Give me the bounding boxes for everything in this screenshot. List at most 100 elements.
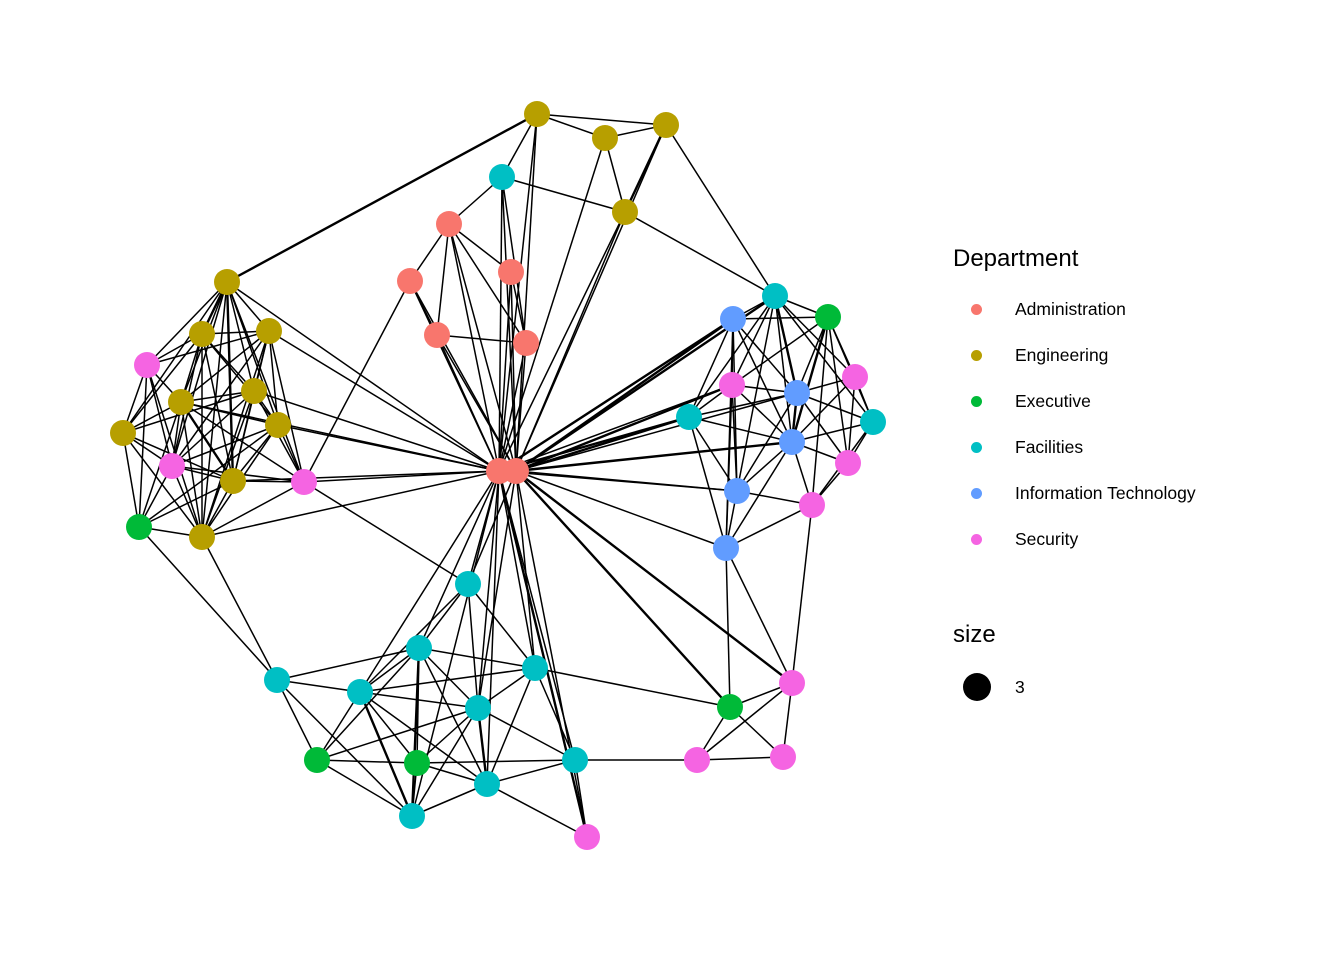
- graph-edge: [201, 481, 305, 538]
- graph-edge: [276, 679, 361, 693]
- graph-node-executive: [126, 514, 152, 540]
- graph-edge: [180, 401, 203, 538]
- graph-edge: [791, 421, 874, 443]
- graph-node-facilities: [455, 571, 481, 597]
- graph-edge: [725, 504, 813, 549]
- graph-edge: [201, 536, 278, 681]
- legend-item-label: Administration: [1015, 298, 1126, 319]
- graph-node-security: [291, 469, 317, 495]
- graph-edge: [303, 470, 500, 483]
- graph-edge: [448, 223, 512, 273]
- graph-node-security: [799, 492, 825, 518]
- graph-edge: [773, 295, 799, 394]
- size-legend-item: 3: [953, 664, 1025, 710]
- graph-edge: [146, 330, 270, 366]
- graph-edge: [477, 470, 500, 709]
- legend-item-label: Facilities: [1015, 436, 1084, 457]
- graph-node-facilities: [562, 747, 588, 773]
- legend-item-facilities: Facilities: [953, 424, 1196, 470]
- legend-item-security: Security: [953, 516, 1196, 562]
- graph-edge: [122, 333, 203, 434]
- graph-edge: [515, 318, 734, 472]
- graph-node-facilities: [762, 283, 788, 309]
- graph-edge: [146, 281, 228, 366]
- graph-edge: [253, 390, 500, 472]
- graph-edge: [774, 295, 856, 378]
- graph-node-security: [719, 372, 745, 398]
- graph-node-facilities: [522, 655, 548, 681]
- graph-edge: [138, 424, 279, 528]
- size-legend: size 3: [953, 620, 1025, 710]
- graph-edge: [418, 647, 536, 669]
- graph-edge: [536, 113, 667, 126]
- graph-edge: [791, 376, 856, 443]
- graph-node-engineering: [256, 318, 282, 344]
- graph-edge: [201, 390, 255, 538]
- graph-edge: [316, 647, 420, 761]
- graph-node-facilities: [347, 679, 373, 705]
- graph-edge: [515, 470, 738, 492]
- graph-node-engineering: [612, 199, 638, 225]
- graph-node-engineering: [189, 321, 215, 347]
- graph-edge: [171, 390, 255, 467]
- graph-edge: [316, 707, 479, 761]
- graph-edge: [276, 679, 413, 817]
- graph-node-security: [779, 670, 805, 696]
- graph-node-facilities: [489, 164, 515, 190]
- graph-edge: [268, 330, 305, 483]
- legend-dot-icon: [971, 487, 982, 499]
- graph-node-engineering: [168, 389, 194, 415]
- graph-node-administration: [436, 211, 462, 237]
- graph-node-facilities: [264, 667, 290, 693]
- graph-node-facilities: [676, 404, 702, 430]
- graph-edge: [688, 392, 798, 418]
- legend-item-engineering: Engineering: [953, 332, 1196, 378]
- graph-edge: [179, 401, 235, 482]
- graph-edge: [665, 124, 776, 297]
- legend-items: Administration Engineering Executive Facili…: [953, 286, 1196, 562]
- graph-node-engineering: [110, 420, 136, 446]
- graph-edge: [827, 316, 849, 464]
- graph-edge: [732, 316, 829, 320]
- graph-edge: [268, 330, 500, 472]
- graph-edge: [515, 113, 538, 472]
- graph-node-engineering: [214, 269, 240, 295]
- graph-edge: [501, 176, 517, 472]
- graph-edge: [731, 295, 776, 386]
- graph-edge: [448, 223, 517, 472]
- graph-node-security: [574, 824, 600, 850]
- graph-edge: [138, 526, 278, 681]
- graph-edge: [847, 376, 856, 464]
- graph-edge: [736, 295, 776, 492]
- legend-dot-icon: [971, 441, 982, 453]
- graph-edge: [534, 667, 731, 708]
- graph-edge: [725, 547, 731, 708]
- graph-edge: [486, 470, 500, 785]
- graph-edge: [497, 470, 589, 838]
- size-value: 3: [1015, 676, 1025, 697]
- graph-edge: [277, 424, 500, 472]
- graph-edge: [226, 112, 538, 284]
- graph-edge: [515, 470, 727, 549]
- graph-edge: [515, 342, 527, 472]
- graph-edge: [316, 691, 361, 761]
- graph-edge: [534, 667, 576, 761]
- graph-edge: [732, 318, 798, 394]
- graph-node-executive: [404, 750, 430, 776]
- graph-edge: [510, 271, 517, 472]
- graph-edge: [171, 424, 279, 467]
- graph-edge: [359, 691, 488, 785]
- graph-node-engineering: [241, 378, 267, 404]
- graph-edge: [515, 470, 588, 838]
- graph-edge: [796, 316, 829, 394]
- graph-edge: [316, 759, 413, 817]
- legend-item-label: Engineering: [1015, 344, 1109, 365]
- graph-node-engineering: [524, 101, 550, 127]
- graph-edge: [138, 480, 234, 528]
- graph-edge: [811, 316, 829, 506]
- graph-node-information-technology: [713, 535, 739, 561]
- graph-edge: [303, 280, 411, 483]
- graph-node-security: [684, 747, 710, 773]
